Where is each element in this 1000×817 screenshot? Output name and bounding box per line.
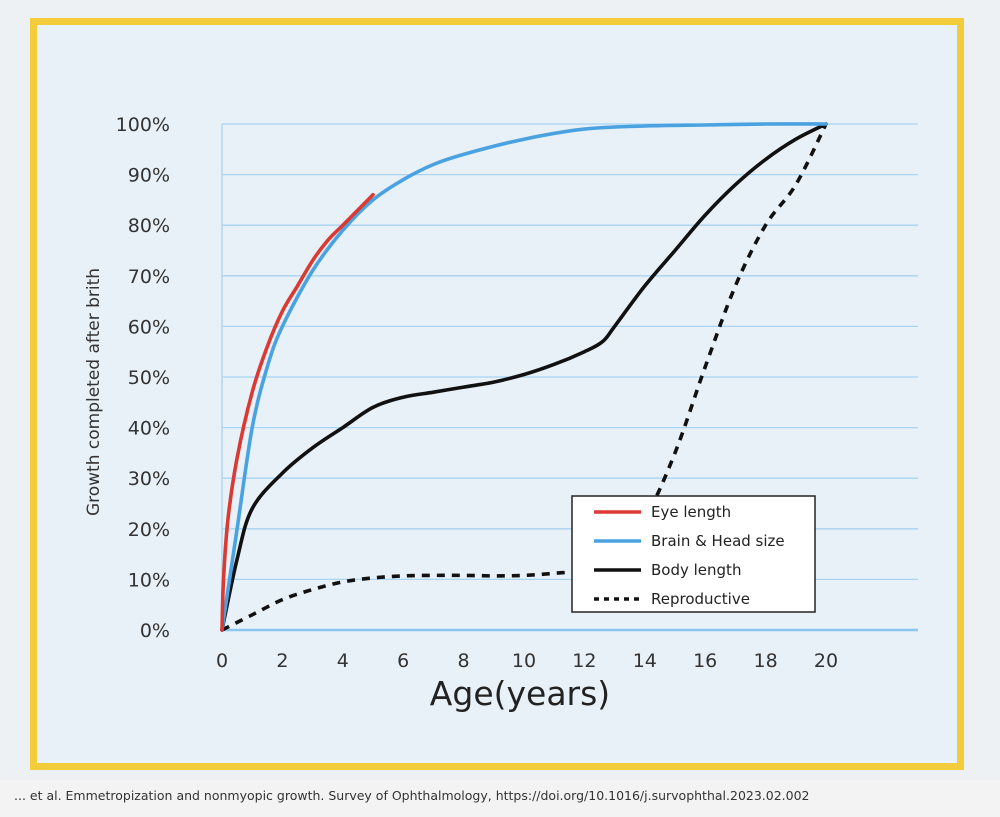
series-line-eye-length [220,193,375,632]
x-tick-label: 16 [693,650,717,672]
x-tick-label: 18 [754,650,778,672]
x-axis-title: Age(years) [430,674,610,713]
y-tick-label: 100% [116,114,170,136]
series-line-reproductive [221,123,828,632]
legend-label-brain-head-size: Brain & Head size [651,532,785,550]
y-axis-title: Growth completed after brith [84,268,104,516]
series-lines [220,122,828,632]
x-tick-label: 20 [814,650,838,672]
y-tick-label: 50% [128,367,170,389]
y-tick-label: 20% [128,519,170,541]
x-tick-label: 8 [458,650,470,672]
x-tick-label: 6 [397,650,409,672]
x-tick-label: 14 [633,650,657,672]
y-tick-label: 70% [128,266,170,288]
citation-text: ... et al. Emmetropization and nonmyopic… [14,788,810,803]
y-tick-label: 0% [140,620,170,642]
x-tick-label: 10 [512,650,536,672]
y-tick-label: 10% [128,569,170,591]
x-tick-label: 2 [276,650,288,672]
series-line-brain-head-size [220,122,828,632]
x-tick-labels: 0 2 4 6 8 10 12 14 16 18 20 [216,650,838,672]
y-tick-label: 30% [128,468,170,490]
y-tick-label: 40% [128,418,170,440]
y-tick-label: 60% [128,316,170,338]
y-tick-labels: 0% 10% 20% 30% 40% 50% 60% 70% 80% 90% 100% [116,114,170,642]
x-tick-label: 0 [216,650,228,672]
legend-label-reproductive: Reproductive [651,590,750,608]
line-chart: 0% 10% 20% 30% 40% 50% 60% 70% 80% 90% 100% 0 2 4 6 8 1… [84,114,918,713]
series-line-body-length [220,122,828,632]
legend: Eye length Brain & Head size Body length Re… [571,495,816,613]
legend-box [571,495,816,613]
y-tick-label: 80% [128,215,170,237]
x-tick-label: 4 [337,650,349,672]
legend-label-body-length: Body length [651,561,741,579]
x-tick-label: 12 [572,650,596,672]
chart-frame [30,18,964,770]
y-tick-label: 90% [128,165,170,187]
footer-bar [0,780,1000,817]
legend-label-eye-length: Eye length [651,503,731,521]
